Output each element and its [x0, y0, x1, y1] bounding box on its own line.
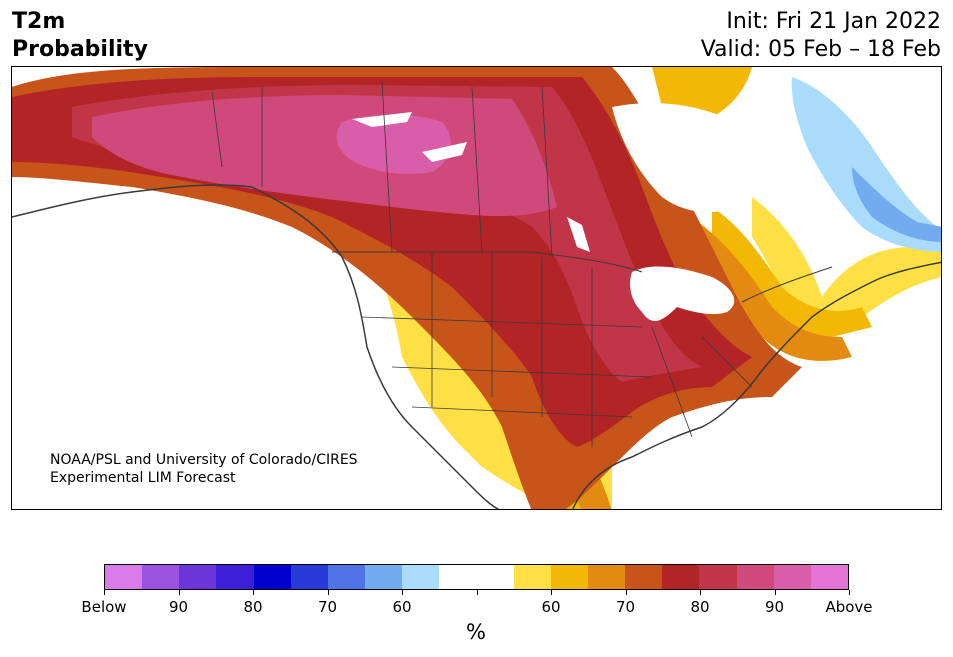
colorbar-tick	[104, 590, 105, 595]
colorbar-label: Above	[825, 598, 873, 616]
colorbar-segment-above-8	[810, 565, 849, 589]
colorbar-tick	[700, 590, 701, 595]
lake-3	[567, 217, 590, 252]
colorbar-label: 60	[392, 598, 412, 616]
colorbar-segment-below-0	[105, 565, 143, 589]
colorbar-tick	[402, 590, 403, 595]
probability-map: NOAA/PSL and University of Colorado/CIRE…	[11, 66, 942, 510]
colorbar-segment-above-2	[588, 565, 626, 589]
colorbar-segment-above-0	[513, 565, 551, 589]
colorbar-label: 80	[243, 598, 263, 616]
colorbar-segment-below-8	[402, 565, 440, 589]
credit-line-2: Experimental LIM Forecast	[50, 470, 236, 486]
colorbar-segment-below-6	[327, 565, 366, 589]
state-lines	[361, 252, 753, 447]
credit-text: NOAA/PSL and University of Colorado/CIRE…	[50, 451, 358, 487]
unit-label: %	[466, 620, 486, 644]
colorbar-label: Below	[81, 598, 127, 616]
colorbar-segment-above-1	[550, 565, 589, 589]
colorbar-tick	[327, 590, 329, 595]
colorbar-label: 70	[615, 598, 636, 616]
colorbar-label: 70	[317, 598, 338, 616]
date-info: Init: Fri 21 Jan 2022 Valid: 05 Feb – 18…	[701, 8, 941, 64]
canada-province-lines	[211, 81, 553, 258]
colorbar-segment-below-7	[365, 565, 403, 589]
zone-70-east	[712, 207, 872, 339]
colorbar-ticks	[104, 590, 850, 598]
hudson-bay-white	[612, 103, 751, 213]
colorbar-tick	[774, 590, 776, 595]
zone-below-60	[791, 77, 941, 252]
us-canada-border	[332, 251, 833, 303]
colorbar-segment-below-5	[290, 565, 328, 589]
title-kind: Probability	[12, 37, 148, 62]
credit-line-1: NOAA/PSL and University of Colorado/CIRE…	[50, 452, 358, 468]
colorbar-segment-above-4	[662, 565, 700, 589]
colorbar-label: 90	[168, 598, 189, 616]
colorbar-segment-neutral	[439, 565, 514, 589]
valid-range: Valid: 05 Feb – 18 Feb	[700, 37, 941, 62]
colorbar-segment-below-3	[216, 565, 254, 589]
colorbar-segment-below-4	[253, 565, 291, 589]
colorbar-segment-above-5	[699, 565, 737, 589]
colorbar-segment-below-1	[142, 565, 180, 589]
title-variable: T2m	[12, 9, 66, 34]
zone-80-east	[692, 217, 852, 361]
colorbar-tick	[625, 590, 627, 595]
colorbar-label: 90	[764, 598, 785, 616]
colorbar-tick	[551, 590, 552, 595]
colorbar-tick	[849, 590, 850, 595]
lake-2	[422, 142, 467, 162]
map-svg	[12, 67, 941, 509]
map-title: T2m Probability	[12, 8, 148, 64]
lake-1	[352, 112, 412, 127]
probability-colorbar	[104, 564, 849, 590]
init-date: Init: Fri 21 Jan 2022	[726, 9, 941, 34]
colorbar-label: 80	[690, 598, 710, 616]
colorbar-segment-above-7	[773, 565, 811, 589]
colorbar-label: 60	[541, 598, 561, 616]
zone-hot-2	[92, 95, 557, 217]
colorbar-tick	[178, 590, 180, 595]
great-lakes	[630, 266, 735, 322]
zone-hot-3	[336, 114, 451, 174]
coastline	[12, 184, 941, 509]
colorbar-tick	[476, 590, 478, 595]
zone-below-70	[852, 167, 941, 242]
colorbar-segment-above-3	[625, 565, 663, 589]
colorbar-segment-above-6	[736, 565, 774, 589]
colorbar-tick	[253, 590, 254, 595]
colorbar-segment-below-2	[179, 565, 217, 589]
